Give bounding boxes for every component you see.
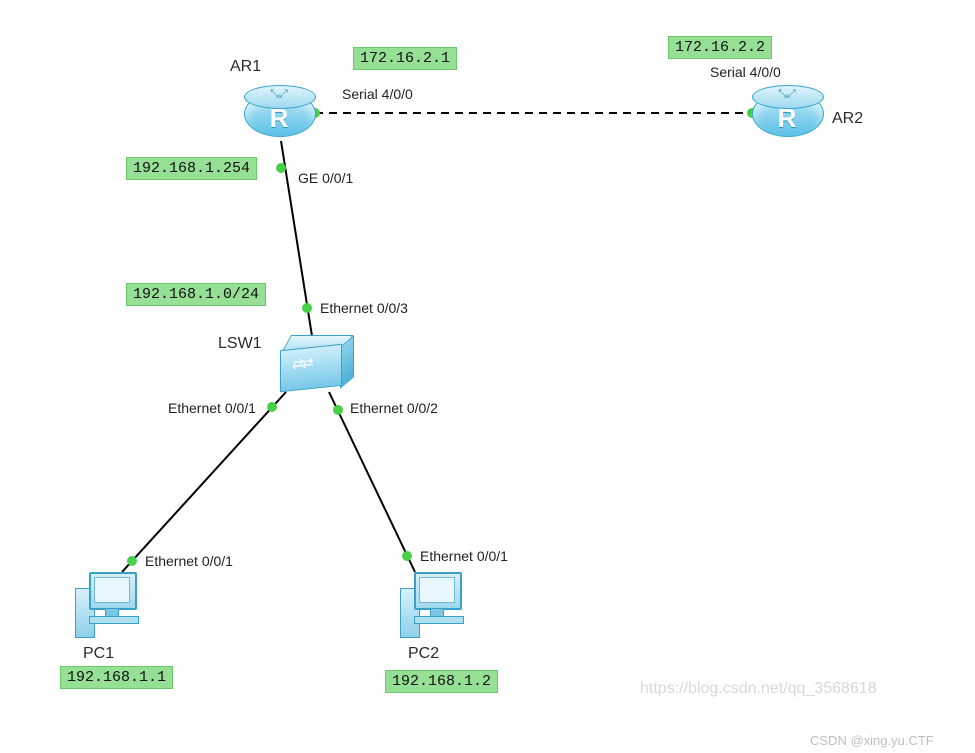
- port-ar2-serial: Serial 4/0/0: [710, 64, 781, 80]
- port-pc1-eth: Ethernet 0/0/1: [145, 553, 233, 569]
- router-arrows-icon: ⤡⤢: [752, 88, 822, 101]
- links-layer: [0, 0, 975, 753]
- ip-subnet: 192.168.1.0/24: [126, 283, 266, 306]
- label-pc2: PC2: [408, 645, 439, 663]
- ip-pc1: 192.168.1.1: [60, 666, 173, 689]
- watermark-small: CSDN @xing.yu.CTF: [810, 733, 934, 748]
- ip-pc2: 192.168.1.2: [385, 670, 498, 693]
- port-lsw1-up: Ethernet 0/0/3: [320, 300, 408, 316]
- router-ar2[interactable]: ⤡⤢ R: [752, 85, 822, 139]
- ip-ar2-serial: 172.16.2.2: [668, 36, 772, 59]
- port-pc2-eth: Ethernet 0/0/1: [420, 548, 508, 564]
- pc1[interactable]: [75, 570, 145, 640]
- watermark-main: https://blog.csdn.net/qq_3568618: [640, 680, 877, 698]
- router-glyph: R: [752, 103, 822, 134]
- router-arrows-icon: ⤡⤢: [244, 88, 314, 101]
- ip-ar1-serial: 172.16.2.1: [353, 47, 457, 70]
- port-ar1-ge: GE 0/0/1: [298, 170, 353, 186]
- pc2[interactable]: [400, 570, 470, 640]
- port-ar1-serial: Serial 4/0/0: [342, 86, 413, 102]
- router-ar1[interactable]: ⤡⤢ R: [244, 85, 314, 139]
- router-glyph: R: [244, 103, 314, 134]
- ip-ar1-ge: 192.168.1.254: [126, 157, 257, 180]
- label-ar1: AR1: [230, 58, 261, 76]
- label-ar2: AR2: [832, 110, 863, 128]
- switch-arrows-icon: ⇄⇄: [292, 354, 311, 373]
- label-lsw1: LSW1: [218, 335, 262, 353]
- switch-lsw1[interactable]: ⇄⇄: [280, 335, 350, 391]
- label-pc1: PC1: [83, 645, 114, 663]
- port-lsw1-right: Ethernet 0/0/2: [350, 400, 438, 416]
- port-lsw1-left: Ethernet 0/0/1: [168, 400, 256, 416]
- network-diagram: ⤡⤢ R AR1 ⤡⤢ R AR2 ⇄⇄ LSW1 PC1 PC2 172.16…: [0, 0, 975, 753]
